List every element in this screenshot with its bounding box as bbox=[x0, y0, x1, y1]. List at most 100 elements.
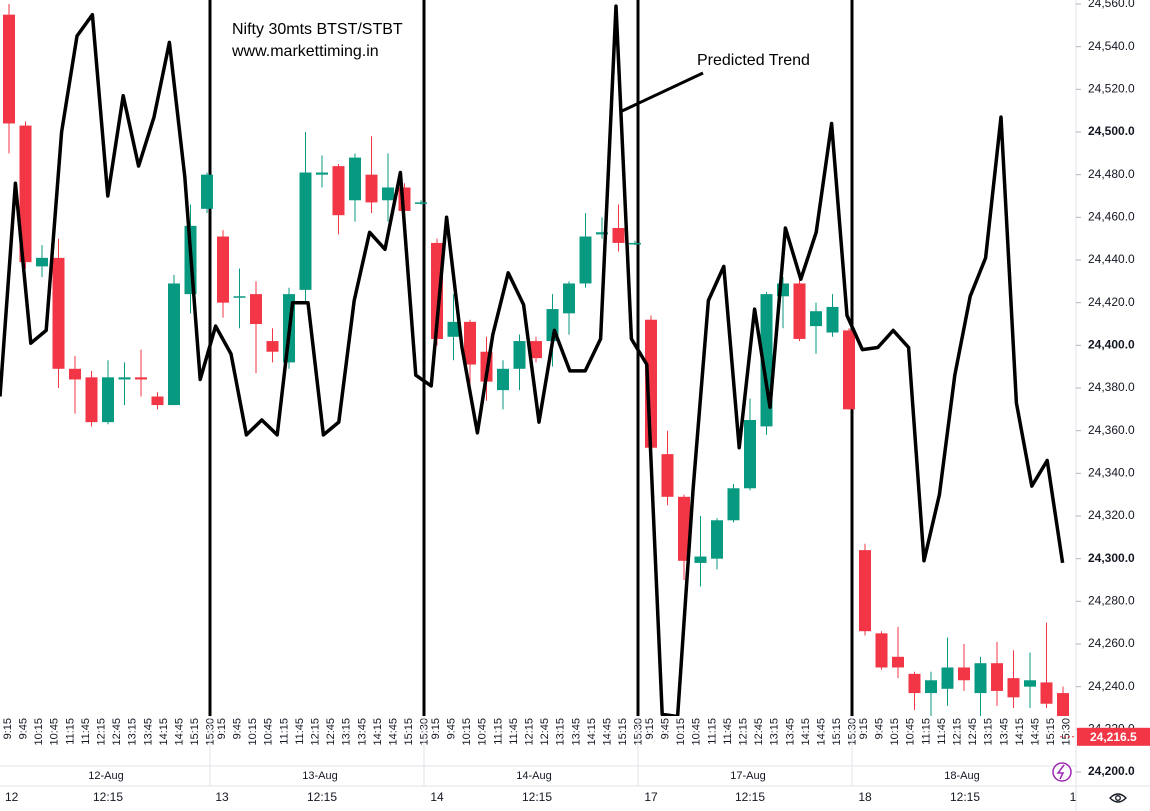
time-label: 13:15 bbox=[341, 718, 353, 746]
candle-body bbox=[52, 257, 65, 369]
candle-body bbox=[843, 330, 855, 410]
time-label: 15:30 bbox=[1061, 718, 1073, 746]
candle-body bbox=[3, 14, 15, 124]
candle-body bbox=[661, 454, 674, 497]
time-label: 13:15 bbox=[555, 718, 567, 746]
candle-body bbox=[513, 341, 526, 369]
time-label: 14:45 bbox=[816, 718, 828, 746]
time-label: 14:45 bbox=[602, 718, 614, 746]
last-price-box bbox=[1077, 727, 1150, 746]
plot-area bbox=[0, 0, 1069, 740]
replay-icon-bolt bbox=[1056, 764, 1065, 780]
y-tick-label: 24,460.0 bbox=[1088, 210, 1135, 224]
bottom-axis-label: 12:15 bbox=[522, 790, 552, 804]
candle-body bbox=[168, 283, 180, 406]
y-tick-label: 24,520.0 bbox=[1088, 82, 1135, 96]
bottom-axis-label: 1 bbox=[1070, 790, 1077, 804]
time-label: 15:30 bbox=[847, 718, 859, 746]
time-label: 15:30 bbox=[419, 718, 431, 746]
date-label: 14-Aug bbox=[516, 770, 551, 782]
time-label: 14:15 bbox=[800, 718, 812, 746]
time-label: 12:45 bbox=[325, 718, 337, 746]
candle-body bbox=[859, 550, 871, 632]
candle-body bbox=[102, 377, 114, 423]
candle-body bbox=[316, 172, 328, 175]
time-label: 15:15 bbox=[617, 718, 629, 746]
time-label: 11:15 bbox=[64, 718, 76, 745]
candle-body bbox=[266, 341, 279, 352]
candle-body bbox=[250, 294, 262, 324]
y-tick-label: 24,240.0 bbox=[1088, 679, 1135, 693]
settings-icon-dot bbox=[1115, 795, 1121, 801]
candle-body bbox=[596, 232, 608, 235]
candle-body bbox=[744, 420, 756, 489]
bottom-axis-label: 12:15 bbox=[93, 790, 123, 804]
time-label: 15:15 bbox=[189, 718, 201, 746]
time-label: 15:15 bbox=[1045, 718, 1057, 746]
y-tick-label: 24,280.0 bbox=[1088, 594, 1135, 608]
candle-body bbox=[530, 341, 542, 359]
time-label: 12:15 bbox=[738, 718, 750, 746]
time-label: 10:15 bbox=[889, 718, 901, 746]
time-label: 15:30 bbox=[633, 718, 645, 746]
time-label: 12:15 bbox=[952, 718, 964, 746]
candle-body bbox=[793, 283, 806, 339]
time-label: 10:45 bbox=[263, 718, 275, 746]
replay-icon[interactable] bbox=[1052, 762, 1072, 782]
time-label: 12:15 bbox=[310, 718, 322, 746]
y-tick-label: 24,200.0 bbox=[1088, 764, 1135, 778]
time-label: 14:15 bbox=[372, 718, 384, 746]
y-tick-label: 24,360.0 bbox=[1088, 423, 1135, 437]
date-label: 18-Aug bbox=[944, 770, 979, 782]
bottom-axis-label: 14 bbox=[430, 790, 444, 804]
settings-icon[interactable] bbox=[1109, 793, 1127, 803]
time-label: 9:15 bbox=[2, 718, 14, 739]
time-label: 9:15 bbox=[216, 718, 228, 739]
candle-body bbox=[19, 125, 32, 263]
candle-body bbox=[974, 663, 987, 694]
candle-body bbox=[299, 172, 312, 290]
time-label: 14:15 bbox=[158, 718, 170, 746]
chart-title: Nifty 30mts BTST/STBT bbox=[232, 21, 403, 38]
time-label: 12:45 bbox=[111, 718, 123, 746]
candle-body bbox=[447, 321, 460, 337]
time-label: 10:45 bbox=[905, 718, 917, 746]
candle-body bbox=[826, 306, 839, 333]
date-label: 17-Aug bbox=[730, 770, 765, 782]
candle-body bbox=[332, 166, 345, 216]
y-tick-label: 24,480.0 bbox=[1088, 167, 1135, 181]
candle-body bbox=[36, 257, 48, 267]
candle-body bbox=[908, 673, 921, 694]
candle-body bbox=[118, 377, 131, 380]
candle-body bbox=[958, 667, 970, 681]
time-label: 11:15 bbox=[920, 718, 932, 745]
time-label: 9:15 bbox=[644, 718, 656, 739]
time-label: 14:45 bbox=[174, 718, 186, 746]
time-label: 14:45 bbox=[388, 718, 400, 746]
y-tick-label: 24,500.0 bbox=[1088, 124, 1135, 138]
candle-body bbox=[464, 321, 476, 365]
time-label: 15:15 bbox=[831, 718, 843, 746]
time-label: 10:45 bbox=[49, 718, 61, 746]
time-label: 13:45 bbox=[570, 718, 582, 746]
candle-body bbox=[349, 157, 361, 201]
y-tick-label: 24,380.0 bbox=[1088, 380, 1135, 394]
last-price-label: 24,216.5 bbox=[1090, 730, 1137, 744]
candle-body bbox=[1024, 680, 1036, 687]
time-label: 11:45 bbox=[294, 718, 306, 745]
candle-body bbox=[925, 680, 937, 694]
candle-body bbox=[991, 663, 1003, 691]
candle-body bbox=[233, 296, 246, 298]
y-tick-label: 24,320.0 bbox=[1088, 508, 1135, 522]
time-label: 13:45 bbox=[784, 718, 796, 746]
time-label: 10:15 bbox=[675, 718, 687, 746]
time-label: 11:45 bbox=[722, 718, 734, 745]
time-label: 12:15 bbox=[96, 718, 108, 746]
candle-body bbox=[694, 556, 707, 563]
y-tick-label: 24,260.0 bbox=[1088, 636, 1135, 650]
candle-body bbox=[85, 377, 98, 423]
time-label: 11:15 bbox=[706, 718, 718, 745]
time-label: 11:15 bbox=[278, 718, 290, 745]
